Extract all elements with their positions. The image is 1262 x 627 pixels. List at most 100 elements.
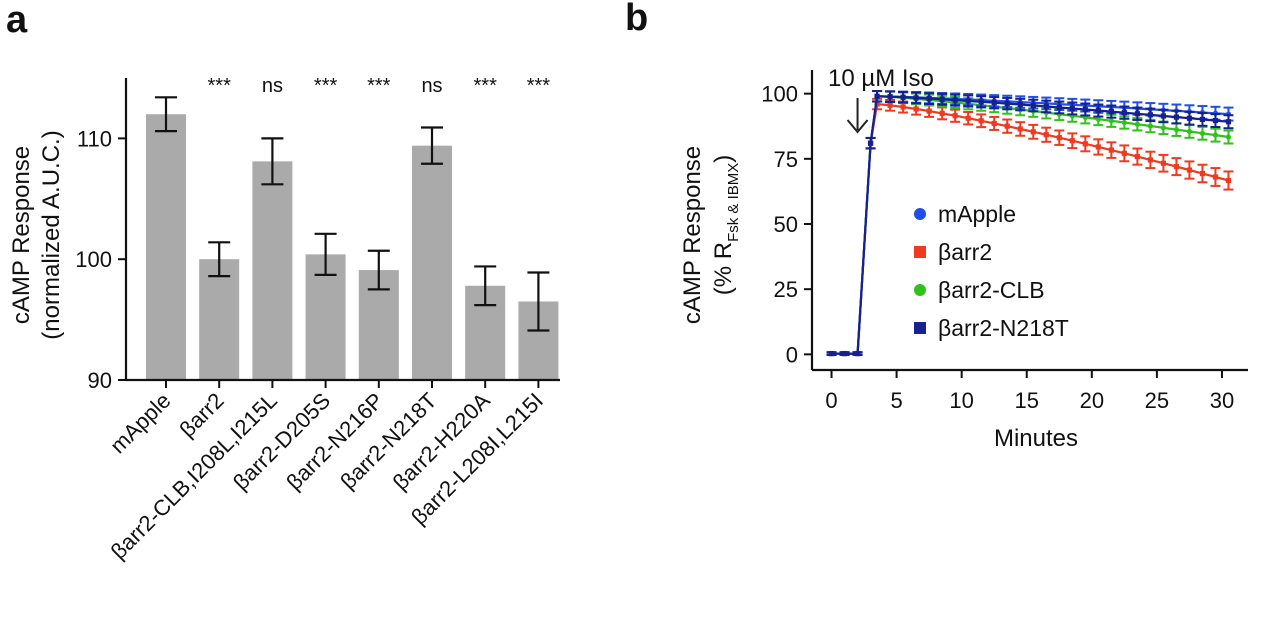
legend-label-barr2: βarr2 xyxy=(938,239,992,265)
panel-label-b: b xyxy=(625,0,648,39)
series-point-barr2-22 xyxy=(1108,147,1114,153)
legend-label-mApple: mApple xyxy=(938,201,1016,227)
legend-label-barr2_N218T: βarr2-N218T xyxy=(938,315,1069,341)
series-point-barr2_N218T-12 xyxy=(978,99,984,105)
series-point-barr2_N218T-15 xyxy=(1017,101,1023,108)
series-point-barr2-18 xyxy=(1056,135,1062,141)
series-point-barr2-27 xyxy=(1173,164,1180,170)
series-point-barr2-14 xyxy=(1004,123,1010,129)
series-point-barr2-19 xyxy=(1069,138,1075,144)
series-point-barr2_N218T-27 xyxy=(1173,114,1180,120)
b-x-tick-label-0: 0 xyxy=(825,388,837,413)
series-point-barr2_CLB-26 xyxy=(1160,125,1167,131)
y-tick-label-0: 90 xyxy=(88,368,112,393)
series-point-barr2_N218T-13 xyxy=(991,100,997,106)
series-point-barr2-15 xyxy=(1017,126,1023,132)
series-point-barr2-26 xyxy=(1160,160,1167,166)
series-point-barr2-29 xyxy=(1199,170,1206,177)
series-point-barr2_N218T-10 xyxy=(952,97,958,103)
b-x-tick-label-6: 30 xyxy=(1210,388,1234,413)
series-point-barr2_N218T-22 xyxy=(1108,108,1114,115)
bar-2 xyxy=(252,161,293,380)
significance-2: ns xyxy=(262,75,283,97)
series-point-barr2-28 xyxy=(1186,167,1193,173)
series-point-barr2-21 xyxy=(1095,144,1101,150)
iso-annotation: 10 µM Iso xyxy=(828,65,934,92)
series-point-barr2_N218T-4 xyxy=(874,93,880,99)
series-point-barr2_N218T-3 xyxy=(867,140,874,146)
panel-b-ylabel-suffix: ) xyxy=(710,155,737,163)
bar-1 xyxy=(199,259,240,380)
series-point-barr2_N218T-1 xyxy=(841,350,848,357)
b-y-tick-label-1: 25 xyxy=(774,277,798,302)
significance-5: ns xyxy=(421,75,442,97)
series-point-barr2_N218T-21 xyxy=(1095,107,1101,114)
y-tick-label-1: 100 xyxy=(75,247,112,272)
legend-marker-mApple xyxy=(914,208,926,220)
b-x-tick-label-3: 15 xyxy=(1015,388,1039,413)
series-point-barr2-10 xyxy=(952,113,958,119)
series-point-barr2-30 xyxy=(1212,174,1219,180)
bar-5 xyxy=(412,145,452,380)
series-point-barr2_CLB-22 xyxy=(1108,118,1114,124)
series-point-barr2-5 xyxy=(887,102,893,108)
iso-arrow-head xyxy=(846,119,869,134)
b-x-tick-label-2: 10 xyxy=(949,388,973,413)
panel-b-ylabel-prefix: (% R xyxy=(710,242,737,295)
panel-a-ylabel-line2: (normalized A.U.C.) xyxy=(38,130,65,339)
series-point-barr2-23 xyxy=(1121,150,1127,156)
panel-b-ylabel-subscript: Fsk & IBMX xyxy=(725,163,742,242)
series-point-barr2-12 xyxy=(978,118,984,124)
series-point-barr2_N218T-6 xyxy=(900,94,906,100)
series-point-barr2_N218T-8 xyxy=(926,95,932,102)
series-point-barr2_N218T-26 xyxy=(1160,113,1167,119)
series-point-barr2-6 xyxy=(900,104,906,110)
series-point-barr2-13 xyxy=(991,120,997,127)
series-point-barr2_CLB-21 xyxy=(1095,116,1101,122)
legend-marker-barr2_N218T xyxy=(914,322,926,334)
series-point-barr2_N218T-29 xyxy=(1199,116,1206,122)
series-point-barr2_N218T-18 xyxy=(1056,104,1062,111)
series-point-barr2_N218T-24 xyxy=(1134,111,1140,117)
series-point-barr2_N218T-7 xyxy=(913,95,919,101)
series-point-barr2-24 xyxy=(1134,154,1140,160)
series-point-barr2_CLB-24 xyxy=(1134,121,1140,127)
b-y-tick-label-4: 100 xyxy=(761,82,798,107)
b-y-tick-label-3: 75 xyxy=(774,147,798,172)
bar-0 xyxy=(146,114,186,381)
series-point-barr2_N218T-25 xyxy=(1147,112,1153,118)
significance-7: *** xyxy=(527,75,551,97)
legend-marker-barr2_CLB xyxy=(914,284,926,296)
series-point-barr2_CLB-27 xyxy=(1173,127,1180,133)
b-x-tick-label-5: 25 xyxy=(1145,388,1169,413)
series-point-barr2_CLB-31 xyxy=(1225,134,1232,140)
series-point-barr2_CLB-30 xyxy=(1212,132,1219,138)
panel-a-ylabel-line1: cAMP Response xyxy=(8,146,35,324)
series-point-barr2-8 xyxy=(926,108,932,114)
b-y-tick-label-2: 50 xyxy=(774,212,798,237)
b-x-tick-label-4: 20 xyxy=(1080,388,1104,413)
series-point-barr2-20 xyxy=(1082,141,1088,147)
panel-b-ylabel-line2: (% RFsk & IBMX) xyxy=(710,155,742,296)
series-point-barr2_N218T-19 xyxy=(1069,105,1075,112)
series-point-barr2_N218T-2 xyxy=(854,350,861,357)
series-point-barr2_N218T-17 xyxy=(1043,103,1049,110)
series-point-barr2-11 xyxy=(965,115,971,121)
series-point-barr2-9 xyxy=(939,110,945,116)
series-point-barr2-31 xyxy=(1225,177,1232,184)
series-point-barr2_N218T-30 xyxy=(1212,117,1219,124)
series-point-barr2_N218T-23 xyxy=(1121,110,1127,116)
legend-label-barr2_CLB: βarr2-CLB xyxy=(938,277,1045,303)
series-point-barr2-17 xyxy=(1043,132,1049,138)
panel-b-ylabel-line1: cAMP Response xyxy=(679,146,706,324)
series-point-barr2_N218T-0 xyxy=(828,350,835,357)
series-point-barr2_N218T-9 xyxy=(939,96,945,102)
legend-marker-barr2 xyxy=(914,246,926,258)
b-y-tick-label-0: 0 xyxy=(786,342,798,367)
series-point-barr2-16 xyxy=(1030,129,1036,135)
y-tick-label-2: 110 xyxy=(77,126,112,151)
line-chart-panel-b: cAMP Response (% RFsk & IBMX) Minutes 10… xyxy=(679,65,1248,452)
series-point-barr2_N218T-31 xyxy=(1225,119,1232,125)
series-point-barr2_CLB-23 xyxy=(1121,119,1127,126)
